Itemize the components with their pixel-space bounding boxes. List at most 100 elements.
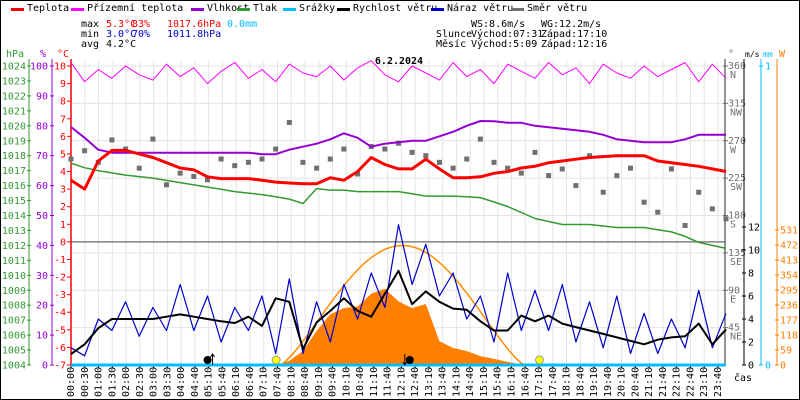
wind-direction-point (382, 146, 388, 152)
wind-direction-point (314, 165, 320, 171)
x-tick-label: 13:10 (424, 367, 435, 397)
direction-tick-label: 180 (728, 211, 746, 222)
x-tick-label: 01:00 (94, 367, 105, 397)
pressure-tick-label: 1018 (2, 151, 26, 162)
x-tick-label: 16:40 (520, 367, 531, 397)
wind-direction-point (477, 136, 483, 142)
legend-swatch (337, 8, 350, 11)
x-tick-label: 11:10 (369, 367, 380, 397)
wind-direction-point (682, 222, 688, 228)
x-tick-label: 15:40 (493, 367, 504, 397)
x-tick-label: 22:10 (672, 367, 683, 397)
x-tick-label: 04:00 (176, 367, 187, 397)
x-tick-label: 02:00 (121, 367, 132, 397)
x-tick-label: 13:40 (438, 367, 449, 397)
wind-direction-point (464, 156, 470, 162)
x-tick-label: 07:10 (259, 367, 270, 397)
direction-unit: ° (728, 49, 735, 60)
moonset-arrow-icon (402, 354, 408, 366)
sunrise-marker (271, 355, 281, 365)
wind-direction-point (505, 165, 511, 171)
wind-direction-point (273, 146, 279, 152)
humidity-tick-label: 80 (36, 121, 48, 132)
theoretical-solar-curve (279, 244, 525, 366)
direction-compass-label: N (730, 70, 736, 81)
solar-tick-label: 236 (780, 301, 798, 312)
legend-label: Vlhkost (207, 3, 250, 14)
wind-direction-point (587, 153, 593, 159)
stats-avg-label: avg (81, 39, 100, 50)
wind-direction-point (573, 183, 579, 189)
x-tick-label: 00:30 (80, 367, 91, 397)
temperature-line (70, 148, 727, 191)
legend-label: Srážky (299, 3, 336, 14)
pressure-tick-label: 1024 (2, 62, 26, 73)
pressure-tick-label: 1013 (2, 226, 26, 237)
wind-tick-label: 2 (748, 338, 754, 349)
x-tick-label: 07:40 (272, 367, 283, 397)
moon-label: Měsíc (436, 39, 467, 50)
wind-direction-point (614, 173, 620, 179)
wind-gust-max: WG:12.2m/s (541, 19, 602, 30)
solar-tick-label: 0 (780, 361, 786, 372)
legend-swatch (431, 8, 444, 11)
stats-max-rain: 0.0mm (227, 19, 258, 30)
stats-min-pressure: 1011.8hPa (167, 29, 222, 40)
pressure-tick-label: 1015 (2, 196, 26, 207)
direction-tick-label: 270 (728, 136, 746, 147)
direction-tick-label: 315 (728, 98, 746, 109)
direction-tick-label: 360 (728, 61, 746, 72)
temperature-tick-label: 5 (60, 149, 66, 160)
temperature-tick-label: 3 (60, 185, 66, 196)
x-tick-label: 23:10 (699, 367, 710, 397)
wind-tick-label: 6 (748, 292, 754, 303)
pressure-tick-label: 1012 (2, 241, 26, 252)
temperature-tick-label: -5 (54, 325, 66, 336)
x-tick-label: 02:30 (135, 367, 146, 397)
pressure-unit: hPa (6, 49, 25, 60)
wind-tick-label: 10 (748, 246, 760, 257)
direction-tick-label: 45 (728, 323, 740, 334)
wind-direction-point (109, 137, 115, 143)
pressure-tick-label: 1016 (2, 181, 26, 192)
wind-direction-point (191, 173, 197, 179)
x-tick-label: 03:00 (149, 367, 160, 397)
solar-radiation-area (71, 288, 726, 365)
rain-unit: mm (763, 50, 773, 59)
pressure-tick-label: 1017 (2, 166, 26, 177)
wind-direction-point (341, 146, 347, 152)
legend-swatch (11, 8, 24, 11)
temperature-tick-label: 4 (60, 167, 66, 178)
x-tick-label: 18:40 (575, 367, 586, 397)
pressure-tick-label: 1008 (2, 301, 26, 312)
wind-direction-point (668, 166, 674, 172)
x-tick-label: 16:10 (507, 367, 518, 397)
legend-swatch (237, 8, 250, 11)
legend-label: Teplota (27, 3, 70, 14)
pressure-tick-label: 1009 (2, 286, 26, 297)
temperature-tick-label: 10 (54, 62, 66, 73)
wind-direction-point (164, 182, 170, 188)
pressure-tick-label: 1010 (2, 271, 26, 282)
x-tick-label: 12:10 (396, 367, 407, 397)
solar-tick-label: 177 (780, 316, 798, 327)
wind-direction-point (232, 163, 238, 169)
temperature-tick-label: -1 (54, 255, 66, 266)
humidity-tick-label: 20 (36, 301, 48, 312)
wind-direction-point (396, 140, 401, 146)
x-tick-label: 09:10 (314, 367, 325, 397)
stats-avg-temp: 4.2°C (106, 39, 137, 50)
humidity-tick-label: 100 (30, 62, 48, 73)
wind-direction-point (436, 159, 442, 165)
x-tick-label: 22:40 (685, 367, 696, 397)
pressure-tick-label: 1007 (2, 316, 26, 327)
solar-tick-label: 354 (780, 271, 798, 282)
temperature-tick-label: 1 (60, 220, 66, 231)
wind-speed-max: WS:8.6m/s (471, 19, 526, 30)
x-tick-label: 08:40 (300, 367, 311, 397)
pressure-tick-label: 1006 (2, 331, 26, 342)
wind-direction-point (177, 170, 183, 176)
temperature-tick-label: 8 (60, 97, 66, 108)
humidity-unit: % (40, 49, 47, 60)
x-tick-label: 05:40 (217, 367, 228, 397)
